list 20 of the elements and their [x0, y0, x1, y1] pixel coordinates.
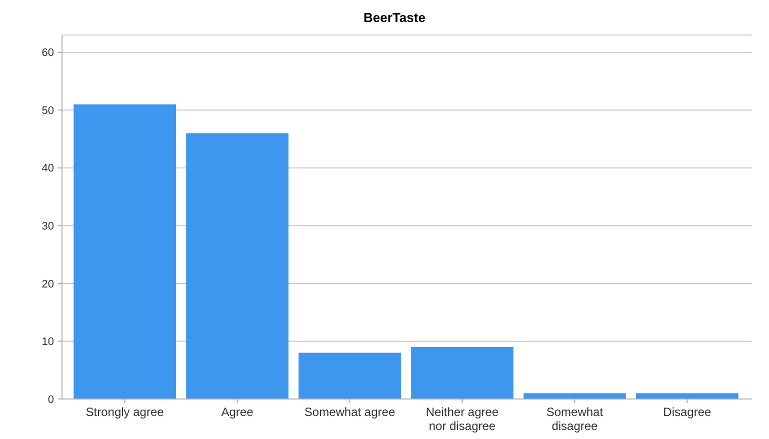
chart-title: BeerTaste: [364, 10, 426, 25]
y-tick-label: 60: [42, 47, 54, 60]
x-tick-label: Somewhat disagree: [546, 405, 604, 433]
y-tick-label: 20: [42, 278, 54, 290]
bar: [411, 347, 514, 399]
y-tick-label: 0: [48, 394, 54, 406]
y-tick-label: 50: [42, 104, 54, 117]
bar: [186, 133, 288, 399]
bar: [74, 104, 176, 399]
y-tick-label: 30: [42, 220, 54, 233]
x-tick-label: Strongly agree: [86, 405, 164, 419]
x-tick-label: Neither agree nor disagree: [426, 405, 499, 433]
bar: [636, 393, 738, 399]
y-tick-label: 10: [42, 336, 54, 348]
bar: [524, 393, 626, 399]
x-tick-label: Agree: [221, 405, 254, 419]
y-tick-label: 40: [42, 162, 54, 175]
x-tick-label: Disagree: [663, 405, 712, 419]
bar: [298, 352, 401, 399]
x-tick-label: Somewhat agree: [304, 405, 396, 419]
